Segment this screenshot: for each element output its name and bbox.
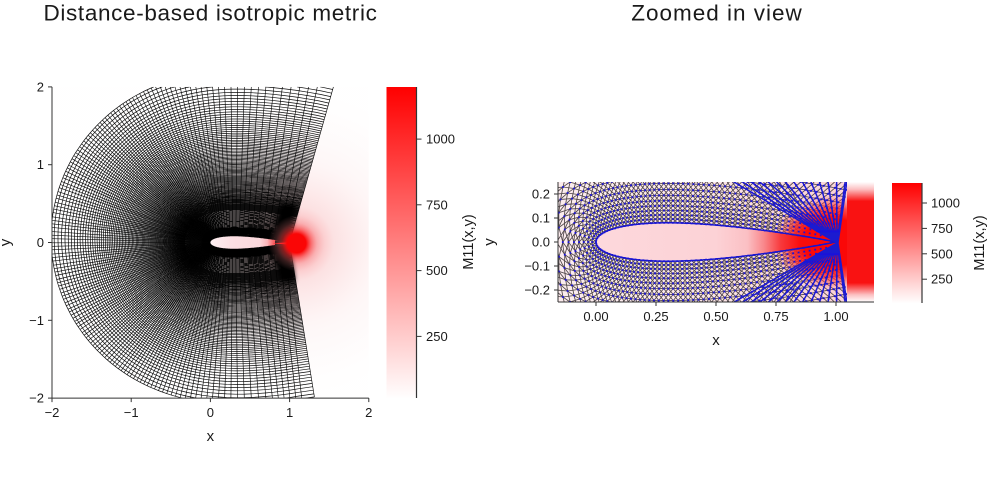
svg-text:0.25: 0.25 [643,309,668,324]
svg-text:2: 2 [365,405,372,420]
svg-text:0: 0 [37,235,44,250]
svg-text:1: 1 [37,157,44,172]
svg-text:250: 250 [931,272,953,287]
svg-text:y: y [0,238,14,246]
svg-text:1: 1 [286,405,293,420]
svg-text:250: 250 [426,329,448,344]
svg-text:−1: −1 [124,405,139,420]
svg-text:−1: −1 [29,313,44,328]
svg-text:M11(x,y): M11(x,y) [972,215,988,270]
svg-text:1.00: 1.00 [823,309,848,324]
svg-text:Zoomed in view: Zoomed in view [631,1,803,26]
svg-text:750: 750 [931,221,953,236]
svg-text:−0.1: −0.1 [524,259,550,274]
svg-text:x: x [207,428,215,445]
svg-text:750: 750 [426,197,448,212]
svg-text:Distance-based isotropic metri: Distance-based isotropic metric [43,1,377,26]
svg-text:−2: −2 [45,405,60,420]
svg-text:1000: 1000 [931,196,960,211]
svg-text:−2: −2 [29,391,44,406]
svg-text:0.1: 0.1 [532,211,550,226]
svg-text:500: 500 [426,263,448,278]
svg-text:−0.2: −0.2 [524,283,550,298]
svg-text:2: 2 [37,79,44,94]
svg-text:0.2: 0.2 [532,187,550,202]
svg-text:x: x [712,332,720,349]
svg-text:1000: 1000 [426,132,455,147]
svg-text:y: y [481,238,498,246]
svg-text:0: 0 [207,405,214,420]
svg-text:0.00: 0.00 [583,309,608,324]
svg-text:0.50: 0.50 [703,309,728,324]
svg-text:500: 500 [931,246,953,261]
svg-text:M11(x,y): M11(x,y) [461,214,477,269]
svg-text:0.75: 0.75 [763,309,788,324]
svg-text:0.0: 0.0 [532,235,550,250]
